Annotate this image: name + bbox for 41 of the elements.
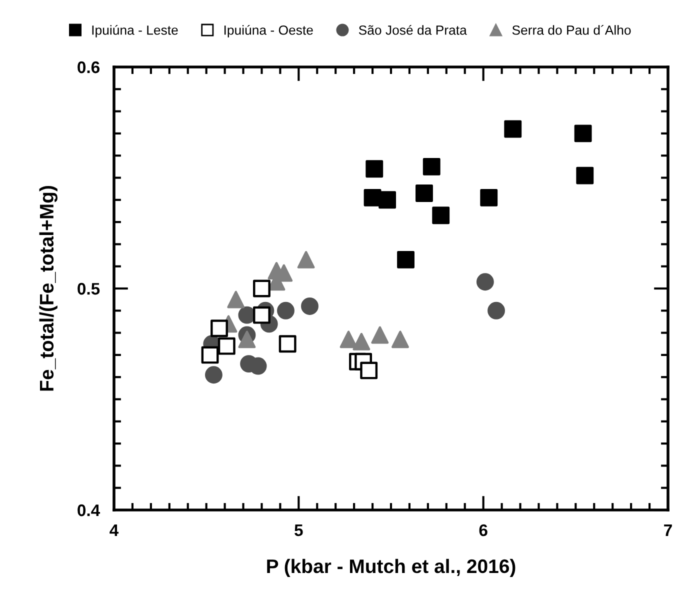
legend-label: Serra do Pau d´Alho — [512, 24, 631, 35]
legend-label: Ipuiúna - Oeste — [224, 24, 313, 38]
point — [432, 206, 450, 224]
point — [210, 320, 228, 338]
x-tick-label: 5 — [294, 524, 303, 536]
point — [227, 290, 245, 308]
point — [422, 158, 440, 176]
point — [397, 250, 414, 268]
legend-label: São José da Prata — [358, 24, 467, 35]
point — [301, 298, 318, 315]
point — [576, 166, 594, 184]
y-tick-label: 0.5 — [78, 282, 100, 295]
point — [574, 124, 592, 142]
point — [378, 191, 396, 209]
x-tick-label: 7 — [664, 524, 672, 536]
point — [360, 362, 378, 380]
x-axis-title: P (kbar - Mutch et al., 2016) — [267, 558, 516, 577]
point — [205, 366, 222, 384]
point — [201, 346, 219, 364]
point — [218, 337, 236, 355]
y-tick-label: 0.6 — [78, 61, 100, 74]
point — [366, 160, 384, 178]
x-tick-label: 6 — [479, 524, 488, 536]
point — [297, 250, 315, 268]
point — [238, 330, 256, 348]
point — [488, 302, 505, 320]
y-axis-title: Fe_total/(Fe_total+Mg) — [39, 186, 58, 391]
point — [278, 335, 296, 353]
point — [340, 330, 358, 348]
legend-label: Ipuiúna - Leste — [92, 24, 178, 38]
point — [277, 302, 294, 320]
point — [253, 306, 270, 324]
point — [416, 184, 433, 202]
point — [504, 120, 522, 138]
x-tick-label: 4 — [110, 524, 119, 536]
point — [392, 330, 409, 348]
point — [352, 332, 370, 350]
point — [476, 273, 494, 291]
point — [480, 188, 498, 206]
y-tick-label: 0.4 — [78, 504, 100, 516]
point — [371, 326, 389, 344]
